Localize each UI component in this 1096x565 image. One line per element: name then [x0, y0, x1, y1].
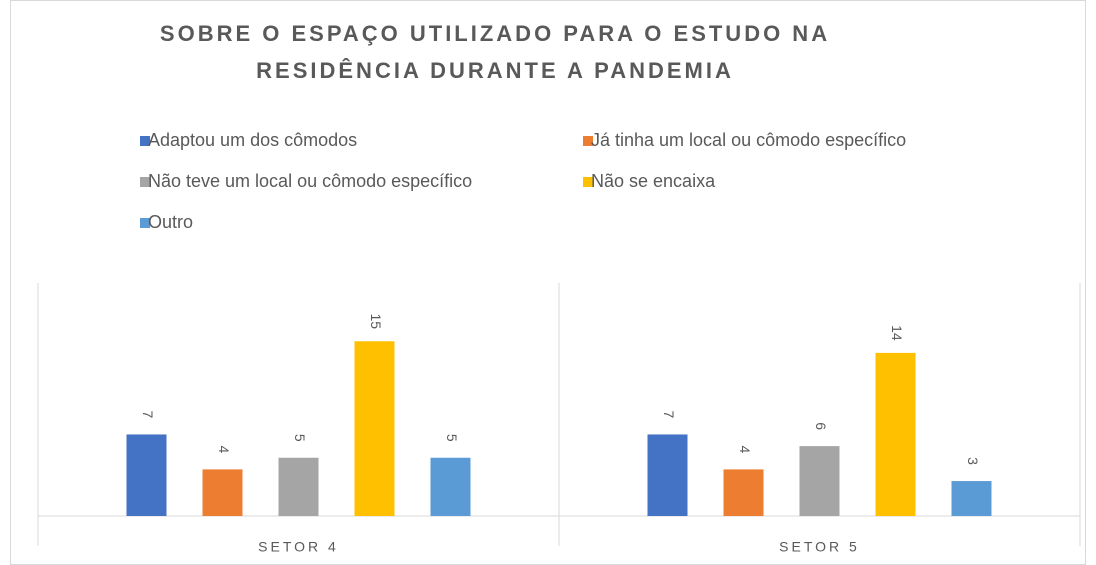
data-label: 14: [889, 325, 905, 341]
legend-label: Adaptou um dos cômodos: [148, 130, 357, 150]
x-tick-label: SETOR 4: [258, 539, 339, 555]
data-label: 5: [292, 434, 308, 442]
bar: [278, 457, 319, 516]
chart-title: RESIDÊNCIA DURANTE A PANDEMIA: [256, 58, 734, 83]
legend-swatch: [583, 177, 593, 187]
legend-swatch: [583, 136, 593, 146]
bar: [202, 469, 243, 516]
data-label: 3: [965, 457, 981, 465]
bar: [799, 446, 840, 516]
legend-label: Já tinha um local ou cômodo específico: [591, 130, 906, 150]
bar: [647, 434, 688, 516]
bar: [126, 434, 167, 516]
chart-title: SOBRE O ESPAÇO UTILIZADO PARA O ESTUDO N…: [160, 21, 830, 46]
data-label: 15: [368, 313, 384, 329]
data-label: 5: [444, 434, 460, 442]
bar: [354, 341, 395, 516]
legend-label: Não teve um local ou cômodo específico: [148, 171, 472, 191]
bar: [723, 469, 764, 516]
legend-label: Não se encaixa: [591, 171, 716, 191]
legend-swatch: [140, 218, 150, 228]
bar: [430, 457, 471, 516]
data-label: 7: [140, 411, 156, 419]
legend-swatch: [140, 136, 150, 146]
legend-swatch: [140, 177, 150, 187]
chart-border: [10, 0, 1086, 565]
legend-label: Outro: [148, 212, 193, 232]
bar: [951, 481, 992, 516]
x-tick-label: SETOR 5: [779, 539, 860, 555]
data-label: 4: [737, 446, 753, 454]
data-label: 6: [813, 422, 829, 430]
data-label: 7: [661, 411, 677, 419]
bar: [875, 352, 916, 516]
data-label: 4: [216, 446, 232, 454]
